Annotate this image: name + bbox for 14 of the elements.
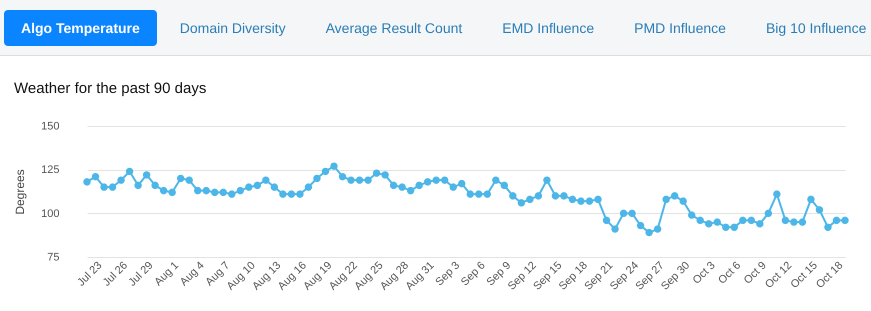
x-tick-label: Oct 3 (690, 260, 718, 287)
y-tick-label: 100 (41, 208, 60, 220)
x-tick-label: Oct 6 (716, 260, 744, 287)
text: Domain Diversity (178, 18, 287, 38)
y-tick-label: 150 (41, 120, 60, 132)
text: EMD Influence (501, 18, 596, 38)
text: Big 10 Influence (764, 18, 868, 38)
text: Algo Temperature (4, 10, 157, 46)
y-tick-label: 125 (41, 164, 60, 176)
text: Average Result Count (324, 18, 464, 38)
text: PMD Influence (633, 18, 727, 38)
chart-title: Weather for the past 90 days (14, 80, 206, 97)
y-axis-title: Degrees (13, 169, 28, 215)
y-tick-label: 75 (47, 252, 60, 264)
